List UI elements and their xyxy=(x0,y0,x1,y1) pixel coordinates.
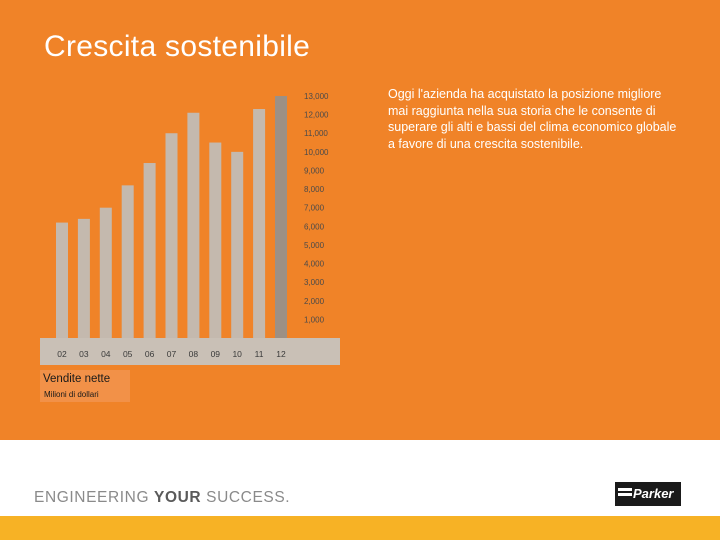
x-tick-label: 05 xyxy=(123,349,133,359)
footer-bar xyxy=(0,516,720,540)
chart-baseline-plinth xyxy=(40,338,340,365)
footer-tagline: ENGINEERING YOUR SUCCESS. xyxy=(34,489,290,507)
logo-stripes-icon xyxy=(618,488,632,500)
parker-logo: Parker xyxy=(615,482,681,506)
body-paragraph: Oggi l'azienda ha acquistato la posizion… xyxy=(388,87,677,151)
bar-10 xyxy=(231,151,244,338)
bar-06 xyxy=(143,163,156,338)
x-tick-label: 12 xyxy=(276,349,286,359)
bar-08 xyxy=(187,112,200,338)
logo-text: Parker xyxy=(633,486,674,501)
y-tick-label: 5,000 xyxy=(304,241,325,250)
y-tick-label: 9,000 xyxy=(304,166,325,175)
x-tick-label: 03 xyxy=(79,349,89,359)
y-tick-label: 10,000 xyxy=(304,148,329,157)
legend-subtitle: Milioni di dollari xyxy=(44,390,99,399)
bar-03 xyxy=(77,218,90,338)
bar-07 xyxy=(165,133,178,338)
x-tick-label: 04 xyxy=(101,349,111,359)
tagline-part-1: ENGINEERING xyxy=(34,489,155,506)
bar-chart: 02 03 04 05 06 07 08 09 10 11 12 1,000 2,000 3,000 4,… xyxy=(40,92,340,365)
page-title: Crescita sostenibile xyxy=(44,30,311,63)
y-tick-label: 7,000 xyxy=(304,204,325,213)
x-tick-label: 06 xyxy=(145,349,155,359)
y-tick-label: 3,000 xyxy=(304,278,325,287)
y-tick-label: 11,000 xyxy=(304,129,328,138)
bar-09 xyxy=(209,142,222,338)
y-tick-label: 8,000 xyxy=(304,185,325,194)
x-tick-label: 08 xyxy=(189,349,199,359)
bars-group xyxy=(56,96,287,339)
y-tick-label: 12,000 xyxy=(304,111,329,120)
bar-02 xyxy=(56,222,68,338)
y-tick-label: 13,000 xyxy=(304,92,329,101)
x-tick-label: 02 xyxy=(57,349,67,359)
y-tick-label: 4,000 xyxy=(304,260,325,269)
y-tick-labels: 1,000 2,000 3,000 4,000 5,000 6,000 7,000 8,000… xyxy=(304,92,329,324)
x-tick-label: 09 xyxy=(211,349,221,359)
x-tick-labels: 02 03 04 05 06 07 08 09 10 11 12 xyxy=(57,349,286,359)
slide-background xyxy=(0,0,720,440)
chart-area: 02 03 04 05 06 07 08 09 10 11 12 1,000 2,000 3,000 4,… xyxy=(40,92,340,365)
bar-12 xyxy=(275,96,287,338)
y-tick-label: 2,000 xyxy=(304,297,325,306)
bar-04 xyxy=(99,207,112,338)
x-tick-label: 07 xyxy=(167,349,177,359)
tagline-part-2: YOUR xyxy=(154,489,202,506)
bar-05 xyxy=(121,185,134,338)
x-tick-label: 10 xyxy=(232,349,242,359)
legend: Vendite nette Milioni di dollari xyxy=(40,370,130,402)
x-tick-label: 11 xyxy=(255,349,264,359)
y-tick-label: 6,000 xyxy=(304,222,325,231)
legend-title: Vendite nette xyxy=(43,373,111,385)
bar-11 xyxy=(253,109,266,339)
y-tick-label: 1,000 xyxy=(304,315,325,324)
tagline-part-3: SUCCESS. xyxy=(201,489,291,506)
